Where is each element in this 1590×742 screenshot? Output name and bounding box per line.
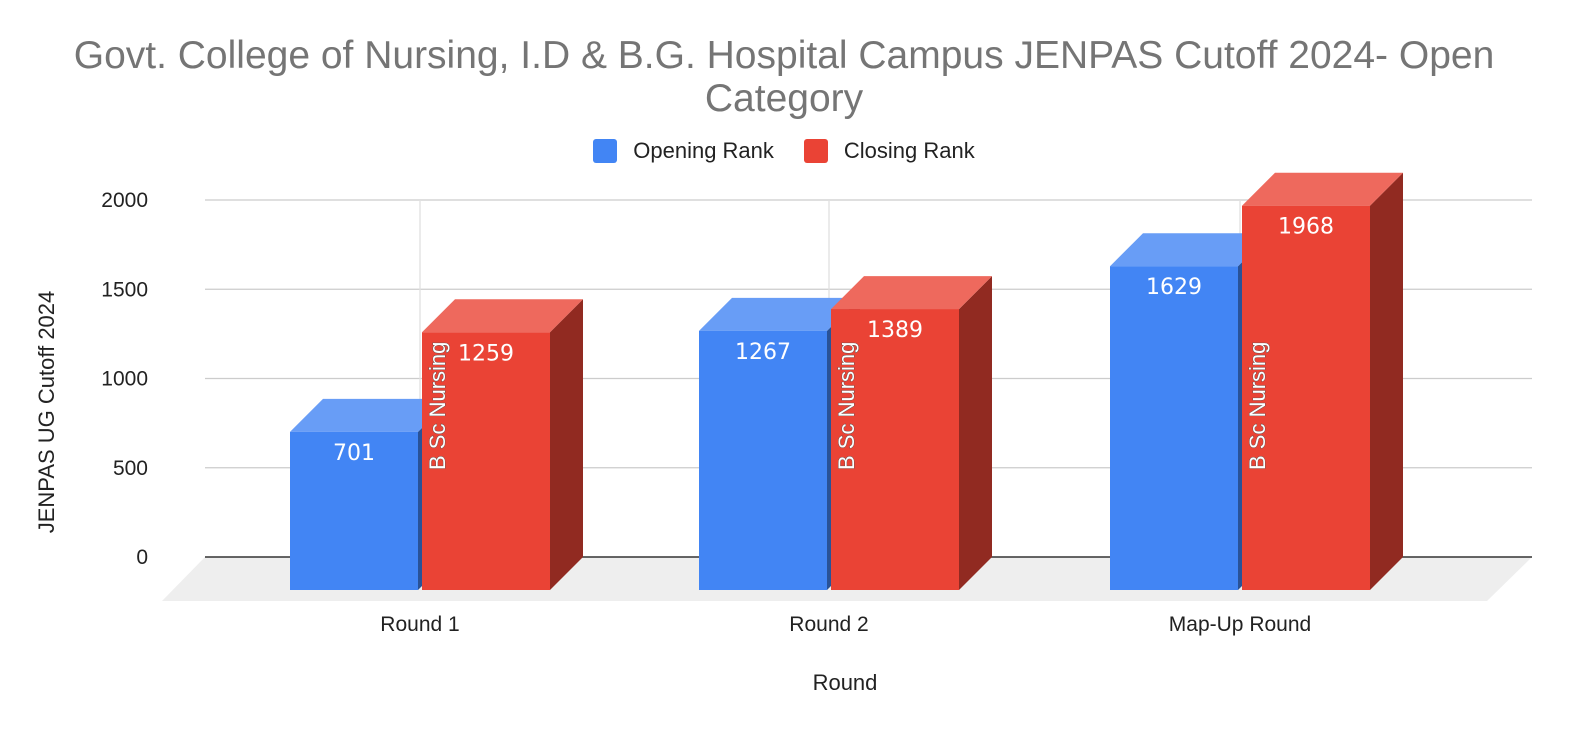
legend-label-opening-rank: Opening Rank — [633, 138, 774, 163]
bar-side-closing-rank — [1370, 172, 1403, 590]
y-tick-label: 0 — [136, 546, 148, 569]
chart-title: Govt. College of Nursing, I.D & B.G. Hos… — [0, 34, 1568, 120]
legend-label-closing-rank: Closing Rank — [843, 138, 975, 163]
legend-item-opening-rank[interactable]: Opening Rank — [593, 138, 774, 164]
data-label-closing-rank: 1259 — [458, 341, 514, 366]
data-label-opening-rank: 701 — [333, 441, 375, 466]
data-label-opening-rank: 1629 — [1146, 275, 1202, 300]
y-tick-label: 500 — [113, 457, 148, 480]
bar-side-closing-rank — [550, 299, 583, 590]
legend-item-closing-rank[interactable]: Closing Rank — [803, 138, 975, 164]
y-tick-label: 1000 — [101, 368, 148, 391]
legend-swatch-closing-rank — [803, 139, 828, 163]
bar-opening-rank — [1110, 266, 1238, 590]
legend: Opening Rank Closing Rank — [0, 138, 1568, 164]
x-axis-title: Round — [813, 670, 878, 695]
chart-title-line-2: Category — [704, 77, 864, 120]
legend-swatch-opening-rank — [593, 139, 618, 163]
bar-closing-rank — [1242, 205, 1370, 590]
bar-opening-rank — [290, 431, 418, 590]
bar-top-closing-rank — [831, 276, 992, 310]
data-label-opening-rank: 1267 — [735, 340, 791, 365]
bar-annotation-label: B Sc Nursing — [834, 342, 859, 470]
y-tick-label: 1500 — [101, 278, 148, 301]
x-tick-label: Map-Up Round — [1169, 613, 1311, 636]
bar-top-closing-rank — [1242, 172, 1403, 206]
bar-top-opening-rank — [699, 297, 860, 331]
bar-top-opening-rank — [290, 398, 451, 432]
y-tick-label: 2000 — [101, 189, 148, 212]
data-label-closing-rank: 1968 — [1278, 215, 1334, 240]
x-tick-label: Round 2 — [789, 613, 868, 636]
bar-top-opening-rank — [1110, 233, 1271, 267]
y-axis-title: JENPAS UG Cutoff 2024 — [34, 291, 59, 534]
bar-opening-rank — [699, 330, 827, 590]
bar-closing-rank — [831, 309, 959, 590]
x-tick-label: Round 1 — [380, 613, 459, 636]
bar-side-closing-rank — [959, 276, 992, 590]
bar-annotation-label: B Sc Nursing — [1245, 342, 1270, 470]
bar-top-closing-rank — [422, 299, 583, 333]
chart-title-line-1: Govt. College of Nursing, I.D & B.G. Hos… — [73, 34, 1495, 77]
data-label-closing-rank: 1389 — [867, 318, 923, 343]
bar-closing-rank — [422, 332, 550, 590]
bar-annotation-label: B Sc Nursing — [425, 342, 450, 470]
